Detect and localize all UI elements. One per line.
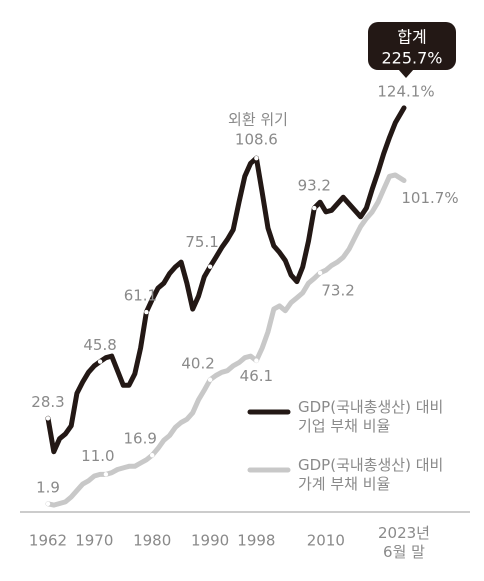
line-series bbox=[45, 105, 407, 455]
badge-value: 225.7% bbox=[381, 49, 442, 68]
badge bbox=[368, 22, 456, 70]
point-marker bbox=[144, 309, 149, 315]
data-label: 73.2 bbox=[321, 281, 354, 299]
data-label: 46.1 bbox=[240, 367, 273, 385]
data-label: 93.2 bbox=[298, 177, 331, 195]
point-marker bbox=[254, 155, 259, 161]
x-tick-label: 2023년 6월 말 bbox=[378, 524, 430, 561]
badge-title: 합계 bbox=[397, 28, 426, 47]
data-label: 101.7% bbox=[401, 189, 458, 207]
badge-pointer bbox=[398, 69, 414, 78]
x-tick-label: 2010 bbox=[307, 532, 345, 550]
data-label: 45.8 bbox=[83, 336, 116, 354]
x-tick-label: 1962 bbox=[29, 532, 67, 550]
legend-label: GDP(국내총생산) 대비 기업 부채 비율 bbox=[298, 398, 444, 435]
data-label: 40.2 bbox=[181, 354, 214, 372]
point-marker bbox=[317, 270, 323, 276]
x-tick-label: 1998 bbox=[237, 532, 275, 550]
x-tick-label: 1970 bbox=[75, 532, 113, 550]
point-marker bbox=[254, 358, 259, 363]
point-marker bbox=[45, 416, 51, 421]
data-label: 16.9 bbox=[123, 430, 156, 448]
x-tick-label: 1980 bbox=[133, 532, 171, 550]
point-marker bbox=[207, 264, 213, 269]
point-marker bbox=[312, 205, 317, 211]
data-label: 61.1 bbox=[124, 287, 157, 305]
point-marker bbox=[207, 377, 213, 382]
annotation: 외환 위기 bbox=[228, 111, 288, 129]
data-label: 124.1% bbox=[377, 82, 434, 100]
data-label: 11.0 bbox=[81, 447, 114, 465]
point-marker bbox=[103, 472, 109, 477]
point-marker bbox=[45, 501, 51, 507]
x-tick-label: 1990 bbox=[191, 532, 229, 550]
data-label: 28.3 bbox=[31, 393, 64, 411]
data-label: 75.1 bbox=[185, 233, 218, 251]
point-marker bbox=[97, 359, 103, 364]
data-label: 1.9 bbox=[36, 478, 60, 496]
legend-label: GDP(국내총생산) 대비 가계 부채 비율 bbox=[298, 456, 444, 493]
data-label: 108.6 bbox=[235, 131, 278, 149]
point-marker bbox=[149, 453, 155, 458]
